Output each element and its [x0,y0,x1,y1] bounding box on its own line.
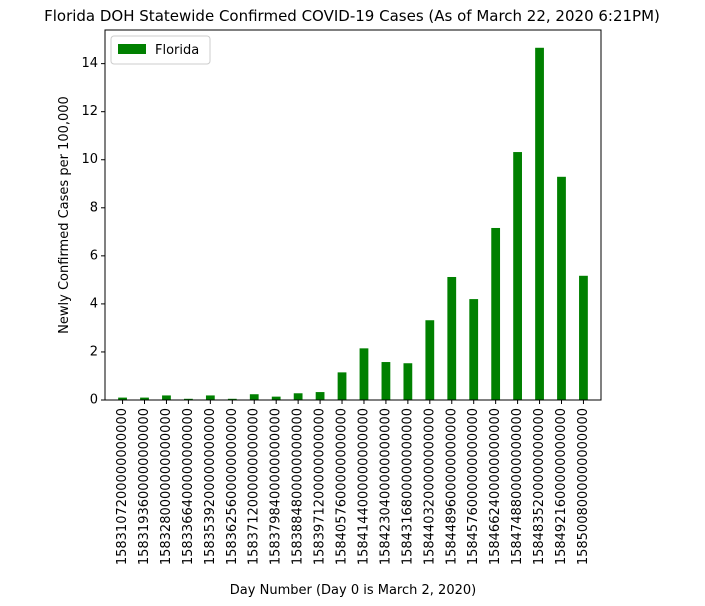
x-tick-label-11: 1584144000000000000 [356,408,371,565]
plot-area [104,29,602,401]
bar-6 [249,394,259,400]
x-tick-label-13: 1584316800000000000 [400,408,415,565]
bar-5 [227,398,237,400]
x-tick-label-8: 1583884800000000000 [291,408,306,565]
chart-title: Florida DOH Statewide Confirmed COVID-19… [44,7,660,25]
x-tick-label-18: 1584748800000000000 [510,408,525,565]
x-tick-label-5: 1583625600000000000 [225,408,240,565]
bar-9 [315,392,325,400]
y-axis-ticks: 0 2 4 6 8 10 12 14 [81,56,105,408]
bar-10 [337,372,347,400]
bar-3 [184,398,193,400]
x-tick-label-7: 1583798400000000000 [269,408,284,565]
x-tick-label-17: 1584662400000000000 [488,408,503,565]
bar-12 [381,362,391,400]
bar-15 [447,276,457,400]
x-axis-label: Day Number (Day 0 is March 2, 2020) [230,583,476,598]
legend: Florida [110,35,211,65]
bar-17 [491,227,501,400]
x-tick-label-14: 1584403200000000000 [422,408,437,565]
bar-7 [271,396,281,400]
bar-14 [425,320,435,400]
y-tick-label-1: 2 [90,344,98,359]
bar-8 [293,393,303,400]
y-tick-label-2: 4 [90,296,98,311]
bar-18 [513,152,522,400]
bar-0 [118,397,127,400]
bar-2 [162,395,171,400]
y-tick-label-4: 8 [90,200,98,215]
x-tick-label-19: 1584835200000000000 [532,408,547,565]
x-tick-label-16: 1584576000000000000 [466,408,481,565]
x-tick-label-20: 1584921600000000000 [554,408,569,565]
x-tick-label-15: 1584489600000000000 [444,408,459,565]
x-axis-ticks: 1583107200000000000 1583193600000000000 15… [115,400,591,565]
bars [118,47,588,400]
y-tick-label-3: 6 [90,248,98,263]
x-tick-label-9: 1583971200000000000 [313,408,328,565]
y-tick-label-6: 12 [81,104,98,119]
x-tick-label-4: 1583539200000000000 [203,408,218,565]
legend-label: Florida [155,43,199,58]
legend-frame [110,35,211,65]
y-axis-label: Newly Confirmed Cases per 100,000 [57,96,72,334]
bar-20 [557,176,566,400]
bar-13 [403,363,413,400]
x-tick-label-1: 1583193600000000000 [137,408,152,565]
legend-swatch [118,44,146,54]
bar-16 [469,299,479,400]
x-tick-label-0: 1583107200000000000 [115,408,130,565]
x-tick-label-21: 1585008000000000000 [576,408,591,565]
bar-4 [205,395,215,400]
x-tick-label-12: 1584230400000000000 [378,408,393,565]
bar-1 [140,397,149,400]
bar-11 [359,348,369,400]
x-tick-label-10: 1584057600000000000 [335,408,350,565]
y-tick-label-7: 14 [81,56,98,71]
x-tick-label-3: 1583366400000000000 [181,408,196,565]
y-tick-label-5: 10 [81,152,98,167]
bar-19 [535,47,544,400]
bar-21 [579,275,588,400]
y-tick-label-0: 0 [90,393,98,408]
x-tick-label-6: 1583712000000000000 [247,408,262,565]
x-tick-label-2: 1583280000000000000 [159,408,174,565]
